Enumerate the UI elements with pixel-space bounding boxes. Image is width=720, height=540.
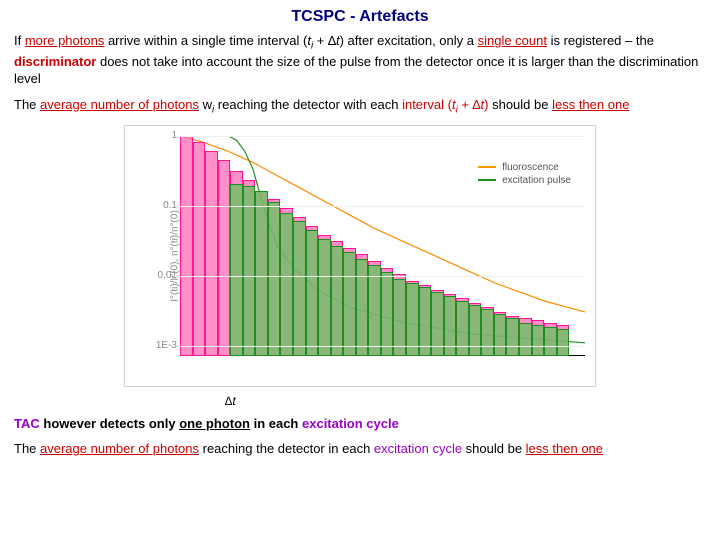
p2-interval: interval ( xyxy=(402,97,452,112)
chart-bar-green xyxy=(469,305,482,356)
chart-ytick: 0.1 xyxy=(149,200,177,211)
p3-text: in each xyxy=(250,416,302,431)
chart-bar-green xyxy=(444,296,457,355)
chart-bar-green xyxy=(494,314,507,356)
chart-ytick: 1E-3 xyxy=(149,340,177,351)
p1-text: is registered – the xyxy=(547,33,654,48)
chart-bar-green xyxy=(481,309,494,355)
p3-text: however detects only xyxy=(40,416,179,431)
chart-bar-green xyxy=(293,221,306,355)
p2-text: The xyxy=(14,97,40,112)
chart-bar-pink xyxy=(180,136,193,356)
chart-bar-green xyxy=(268,202,281,356)
p1-text: arrive within a single time interval ( xyxy=(104,33,307,48)
chart-bar-green xyxy=(368,265,381,355)
paragraph-1: If more photons arrive within a single t… xyxy=(14,32,706,88)
chart-ylabel: I°(ti)/I°(0), n°(ti)/n°(0) xyxy=(169,210,180,302)
chart-bar-green xyxy=(456,301,469,356)
p2-avg: average number of photons xyxy=(40,97,199,112)
p1-text: ) after excitation, only a xyxy=(340,33,478,48)
chart-ytick: 0.01 xyxy=(149,270,177,281)
paragraph-3: TAC however detects only one photon in e… xyxy=(14,415,706,433)
chart-legend: fluoroscence excitation pulse xyxy=(478,162,571,188)
p4-text: reaching the detector in each xyxy=(199,441,374,456)
p1-text: If xyxy=(14,33,25,48)
legend-swatch-orange xyxy=(478,166,496,168)
p2-less: less then one xyxy=(552,97,629,112)
chart-gridline xyxy=(180,206,585,207)
legend-row-fluorescence: fluoroscence xyxy=(478,162,571,173)
p1-discriminator: discriminator xyxy=(14,54,96,69)
chart-bar-green xyxy=(381,272,394,356)
page-title: TCSPC - Artefacts xyxy=(14,8,706,26)
paragraph-4: The average number of photons reaching t… xyxy=(14,440,706,458)
chart-bar-green xyxy=(506,318,519,355)
chart-gridline xyxy=(180,346,585,347)
chart-bar-green xyxy=(331,246,344,356)
chart-bar-green xyxy=(557,329,570,355)
chart-bar-pink xyxy=(205,151,218,356)
chart-bar-pink xyxy=(193,142,206,355)
chart-bar-green xyxy=(519,323,532,356)
p2-text: reaching the detector with each xyxy=(214,97,402,112)
p3-cycle: excitation cycle xyxy=(302,416,399,431)
chart-gridline xyxy=(180,276,585,277)
chart-bar-green xyxy=(230,184,243,356)
p1-text: does not take into account the size of t… xyxy=(14,54,698,87)
p2-text: + ∆ xyxy=(458,97,481,112)
p1-single-count: single count xyxy=(478,33,547,48)
chart-bar-green xyxy=(532,325,545,356)
p4-less: less then one xyxy=(526,441,603,456)
chart: I°(ti)/I°(0), n°(ti)/n°(0) fluoroscence … xyxy=(124,125,596,387)
chart-bar-green xyxy=(318,239,331,356)
p1-text: + ∆ xyxy=(313,33,336,48)
chart-bar-green xyxy=(306,230,319,355)
legend-label-excitation: excitation pulse xyxy=(502,175,571,186)
chart-bar-green xyxy=(393,279,406,356)
p4-text: The xyxy=(14,441,40,456)
legend-row-excitation: excitation pulse xyxy=(478,175,571,186)
p4-cycle: excitation cycle xyxy=(374,441,462,456)
chart-bar-green xyxy=(544,327,557,356)
p4-text: should be xyxy=(462,441,526,456)
p3-tac: TAC xyxy=(14,416,40,431)
chart-dt-label: ∆t xyxy=(225,394,236,408)
chart-ytick: 1 xyxy=(149,130,177,141)
p1-more-photons: more photons xyxy=(25,33,105,48)
legend-swatch-green xyxy=(478,179,496,181)
p2-text: w xyxy=(199,97,212,112)
p4-avg: average number of photons xyxy=(40,441,199,456)
chart-bar-green xyxy=(243,186,256,355)
legend-label-fluorescence: fluoroscence xyxy=(502,162,559,173)
chart-bar-green xyxy=(280,213,293,356)
chart-bar-green xyxy=(255,191,268,356)
paragraph-2: The average number of photons wi reachin… xyxy=(14,96,706,117)
chart-bar-green xyxy=(356,259,369,356)
p2-text: should be xyxy=(488,97,552,112)
chart-bar-green xyxy=(343,252,356,355)
chart-bar-pink xyxy=(218,160,231,356)
p3-one: one photon xyxy=(179,416,250,431)
chart-gridline xyxy=(180,136,585,137)
